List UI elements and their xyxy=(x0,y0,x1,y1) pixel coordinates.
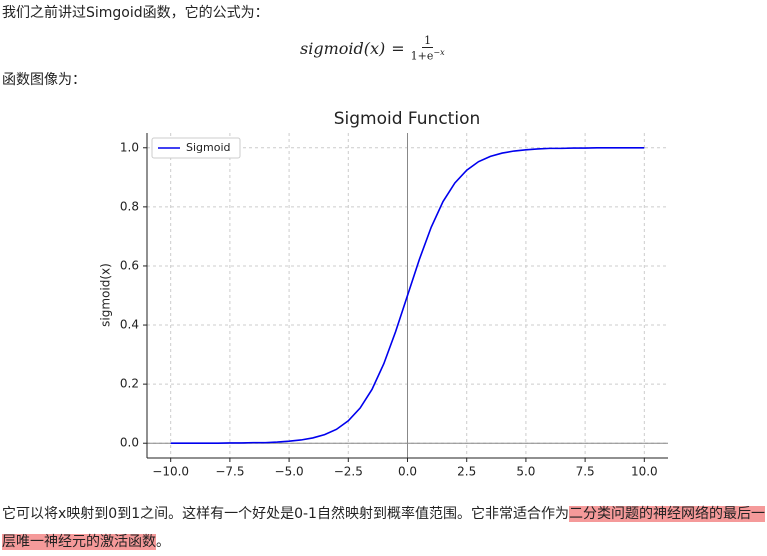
x-tick-label: 2.5 xyxy=(457,465,476,479)
y-tick-label: 0.2 xyxy=(120,377,139,391)
x-tick-label: 5.0 xyxy=(516,465,535,479)
fraction: 1 1+e−x xyxy=(411,34,445,63)
legend-label: Sigmoid xyxy=(186,141,231,154)
y-tick-label: 0.6 xyxy=(120,258,139,272)
series-line xyxy=(170,146,645,445)
y-tick-label: 0.4 xyxy=(120,318,139,332)
x-tick-label: −7.5 xyxy=(215,465,244,479)
y-tick-label: 1.0 xyxy=(120,140,139,154)
formula-lhs: sigmoid(x) xyxy=(300,38,386,58)
conclusion-end: 。 xyxy=(156,534,170,550)
legend-box xyxy=(151,137,241,159)
x-tick-label: −2.5 xyxy=(334,465,363,479)
x-tick-label: 7.5 xyxy=(576,465,595,479)
denominator: 1+e−x xyxy=(411,48,445,63)
chart: Sigmoid Function sigmoid(x) 0.0 0.2 0.4 0.6… xyxy=(99,109,668,479)
formula: sigmoid(x) = 1 1+e−x xyxy=(300,34,445,63)
denominator-base: 1+e xyxy=(410,49,434,63)
y-tick-label: 0.0 xyxy=(120,436,139,450)
intro: 我们之前讲过Simgoid函数，它的公式为： xyxy=(2,5,269,21)
exponent: −x xyxy=(433,48,445,57)
y-tick-label: 0.8 xyxy=(120,199,139,213)
formula-equals: = xyxy=(391,38,405,58)
conclusion: 它可以将x映射到0到1之间。这样有一个好处是0-1自然映射到概率值范围。它非常适… xyxy=(2,500,767,556)
y-axis-label: sigmoid(x) xyxy=(99,263,113,327)
chart-title: Sigmoid Function xyxy=(334,109,481,129)
numerator: 1 xyxy=(422,34,434,48)
conclusion-text: 它可以将x映射到0到1之间。这样有一个好处是0-1自然映射到概率值范围。它非常适… xyxy=(2,506,569,522)
caption: 函数图像为： xyxy=(2,72,86,88)
x-tick-label: −10.0 xyxy=(152,465,189,479)
x-tick-label: 0.0 xyxy=(398,465,417,479)
x-tick-label: −5.0 xyxy=(275,465,304,479)
x-tick-label: 10.0 xyxy=(631,465,658,479)
